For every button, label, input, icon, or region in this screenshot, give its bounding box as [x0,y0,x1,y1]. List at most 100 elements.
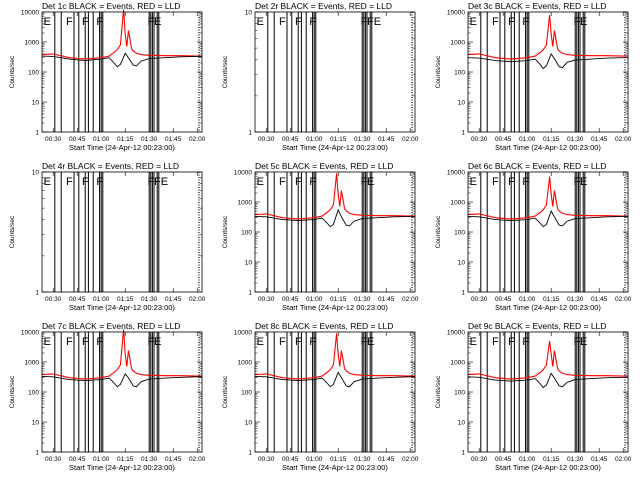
plot-frame [467,11,629,133]
y-tick-label: 1000 [451,360,466,367]
series-lld-line [254,333,415,380]
panel-9: Det 9c BLACK = Events, RED = LLD Counts/s… [435,321,632,472]
flag-annotation: F [279,16,286,28]
flag-annotation: F [492,16,499,28]
x-tick-label: 02:00 [615,296,632,303]
y-tick-label: 10000 [21,330,39,337]
flag-annotation: E [580,16,587,28]
flag-annotation: F [574,176,581,188]
flag-annotation: E [257,176,264,188]
flag-annotation: F [279,336,286,348]
x-tick-label: 01:30 [567,136,584,143]
series-lld-line [467,176,628,220]
x-axis-label: Start Time (24-Apr-12 00:23:00) [495,303,601,312]
y-tick-label: 10 [32,100,40,107]
panel-3: Det 3c BLACK = Events, RED = LLD Counts/s… [435,1,632,152]
flag-annotation: E [44,16,51,28]
y-tick-label: 10 [32,170,40,177]
x-tick-label: 00:30 [471,136,488,143]
panel-1: Det 1c BLACK = Events, RED = LLD Counts/s… [9,1,206,152]
y-tick-label: 100 [454,70,465,77]
flag-annotation: E [470,336,477,348]
plot-frame [41,11,203,133]
y-tick-label: 1 [461,290,465,297]
x-tick-label: 02:00 [402,456,419,463]
flag-annotation: E [44,336,51,348]
x-tick-label: 00:45 [282,456,299,463]
y-tick-label: 100 [28,70,39,77]
y-tick-label: 1 [248,450,252,457]
x-tick-label: 02:00 [402,136,419,143]
y-tick-label: 1 [461,130,465,137]
x-tick-label: 01:00 [306,456,323,463]
plot-frame [467,331,629,453]
x-axis-label: Start Time (24-Apr-12 00:23:00) [69,303,175,312]
flag-annotation: F [309,336,316,348]
flag-annotation: F [361,176,368,188]
flag-annotation: F [82,16,89,28]
x-tick-label: 00:30 [471,456,488,463]
plot-frame [254,11,416,133]
x-tick-label: 01:45 [165,456,182,463]
x-tick-label: 00:30 [258,296,275,303]
x-tick-label: 00:45 [69,296,86,303]
panel-title: Det 9c BLACK = Events, RED = LLD [468,321,606,331]
y-tick-label: 10000 [447,10,465,17]
flag-annotation: E [470,16,477,28]
flag-annotation: F [96,336,103,348]
panel-title: Det 8c BLACK = Events, RED = LLD [255,321,393,331]
panel-2: Det 2r BLACK = Events, RED = LLD Counts/s… [222,1,419,152]
y-tick-label: 10000 [21,10,39,17]
x-axis-label: Start Time (24-Apr-12 00:23:00) [69,463,175,472]
panel-7: Det 7c BLACK = Events, RED = LLD Counts/s… [9,321,206,472]
x-tick-label: 01:30 [567,456,584,463]
y-tick-label: 10 [245,420,253,427]
x-tick-label: 01:45 [378,296,395,303]
flag-annotation: F [148,176,155,188]
x-tick-label: 01:00 [93,296,110,303]
series-events-line [254,371,415,388]
x-tick-label: 01:45 [378,456,395,463]
series-events-line [467,372,628,389]
plot-frame [254,331,416,453]
flag-annotation: F [295,16,302,28]
x-tick-label: 01:30 [354,296,371,303]
x-tick-label: 01:30 [141,136,158,143]
x-tick-label: 00:30 [45,136,62,143]
x-axis-label: Start Time (24-Apr-12 00:23:00) [282,303,388,312]
panel-5: Det 5c BLACK = Events, RED = LLD Counts/s… [222,161,419,312]
y-tick-label: 10 [245,260,253,267]
x-tick-label: 01:15 [117,136,134,143]
y-axis-label: Counts/sec [9,215,16,248]
plot-frame [254,171,416,293]
x-tick-label: 02:00 [189,136,206,143]
series-events-line [467,52,628,70]
flag-annotation: F [492,176,499,188]
x-tick-label: 01:00 [306,296,323,303]
panel-title: Det 1c BLACK = Events, RED = LLD [42,1,180,11]
flag-annotation: F [361,336,368,348]
flag-annotation: F [82,176,89,188]
x-tick-label: 01:30 [141,456,158,463]
panel-title: Det 5c BLACK = Events, RED = LLD [255,161,393,171]
flag-annotation: FE [367,16,381,28]
flag-annotation: F [295,176,302,188]
flag-annotation: F [508,176,515,188]
x-axis-label: Start Time (24-Apr-12 00:23:00) [282,143,388,152]
flag-annotation: F [82,336,89,348]
flag-annotation: E [257,16,264,28]
flag-annotation: F [574,16,581,28]
y-tick-label: 10 [245,10,253,17]
x-tick-label: 01:15 [543,136,560,143]
series-lld-line [41,9,202,60]
flag-annotation: F [148,336,155,348]
y-tick-label: 100 [241,390,252,397]
y-tick-label: 1 [35,290,39,297]
x-tick-label: 01:30 [354,136,371,143]
flag-annotation: F [574,336,581,348]
x-tick-label: 01:15 [330,296,347,303]
x-tick-label: 02:00 [189,456,206,463]
x-tick-label: 01:15 [330,456,347,463]
x-tick-label: 02:00 [189,296,206,303]
